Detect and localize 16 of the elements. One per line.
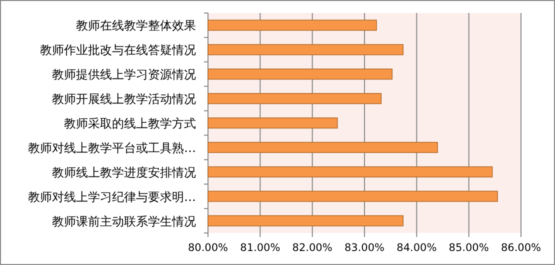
y-tick-label: 教师在线教学整体效果 <box>76 18 196 33</box>
y-tick-label: 教师对线上教学平台或工具熟… <box>28 140 196 155</box>
y-tick-label: 教师提供线上学习资源情况 <box>52 68 196 82</box>
x-tick-label: 82.00% <box>292 242 332 254</box>
x-tick-label: 85.00% <box>448 242 489 254</box>
y-tick-label: 教师作业批改与在线答疑情况 <box>40 43 196 58</box>
y-tick-label: 教师对线上学习纪律与要求明… <box>28 190 196 204</box>
x-tick-label: 84.00% <box>396 242 437 254</box>
x-tick-label: 80.00% <box>188 242 228 254</box>
x-tick-label: 83.00% <box>344 242 385 254</box>
y-tick-label: 教师线上教学进度安排情况 <box>52 165 196 180</box>
x-tick-label: 81.00% <box>240 242 280 254</box>
y-tick-label: 教师课前主动联系学生情况 <box>52 214 196 228</box>
y-tick-label: 教师开展线上教学活动情况 <box>52 92 196 106</box>
y-tick-label: 教师采取的线上教学方式 <box>64 116 196 130</box>
x-tick-label: 86.00% <box>500 242 542 254</box>
